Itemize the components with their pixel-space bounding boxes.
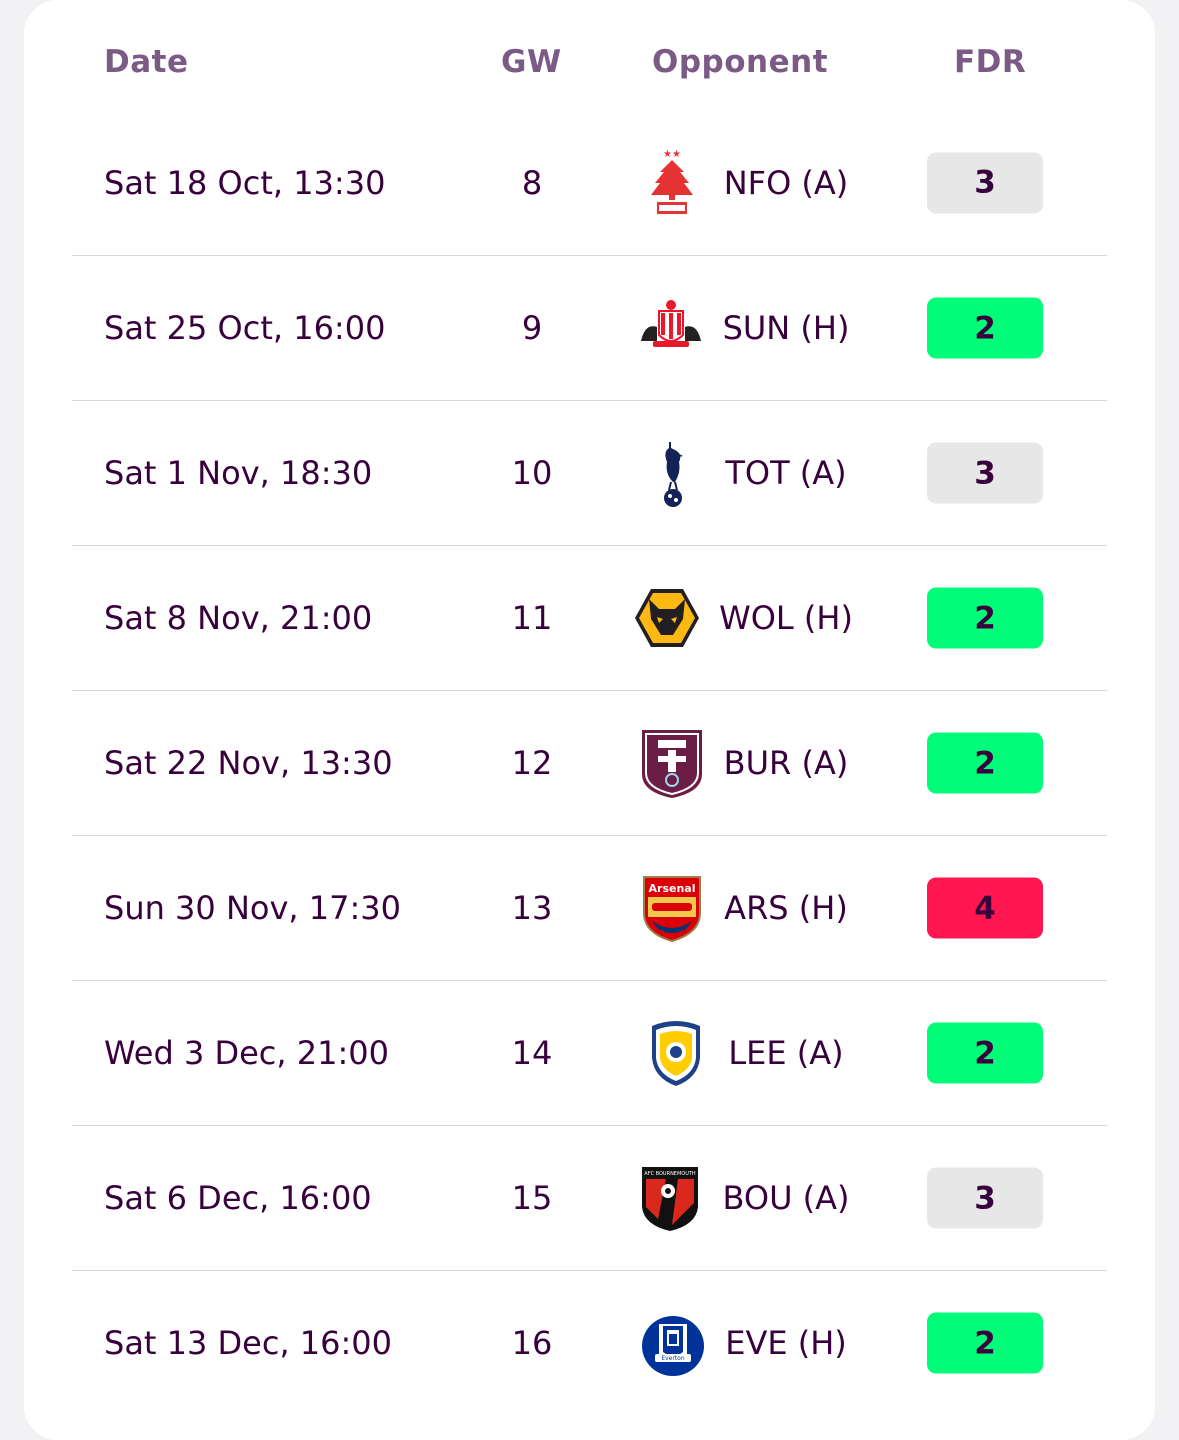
sunderland-crest-icon [637, 293, 705, 363]
table-row[interactable]: Sat 22 Nov, 13:30 12 BUR (A) 2 [72, 690, 1107, 835]
nottingham-forest-crest-icon: ★★ [638, 148, 706, 218]
fixture-date: Sat 6 Dec, 16:00 [104, 1179, 372, 1217]
fdr-badge: 2 [927, 732, 1043, 794]
fixture-gameweek: 15 [511, 1179, 553, 1217]
fixture-date: Sat 8 Nov, 21:00 [104, 599, 373, 637]
fixture-opponent: TOT (A) [628, 438, 858, 508]
svg-text:Arsenal: Arsenal [649, 882, 696, 895]
header-date: Date [104, 44, 189, 80]
fixture-gameweek: 14 [511, 1034, 553, 1072]
fixture-opponent: Arsenal ARS (H) [628, 873, 858, 943]
everton-crest-icon: Everton [639, 1308, 707, 1378]
fixture-date: Sun 30 Nov, 17:30 [104, 889, 401, 927]
bournemouth-crest-icon: AFC BOURNEMOUTH [636, 1163, 704, 1233]
table-row[interactable]: Wed 3 Dec, 21:00 14 LEE (A) 2 [72, 980, 1107, 1125]
fixture-opponent: AFC BOURNEMOUTH BOU (A) [628, 1163, 858, 1233]
fixture-gameweek: 8 [521, 163, 543, 202]
opponent-label: ARS (H) [724, 889, 848, 927]
table-header: Date GW Opponent FDR [72, 0, 1107, 110]
opponent-label: WOL (H) [719, 599, 853, 637]
fdr-badge: 2 [927, 1022, 1043, 1084]
fixture-opponent: LEE (A) [628, 1018, 858, 1088]
header-gw: GW [501, 44, 562, 80]
fixtures-card: Date GW Opponent FDR Sat 18 Oct, 13:30 8 ★… [24, 0, 1155, 1440]
fixture-gameweek: 13 [511, 889, 553, 927]
fdr-badge: 2 [927, 297, 1043, 359]
opponent-label: BUR (A) [723, 744, 849, 782]
fdr-badge: 3 [927, 152, 1043, 213]
fixture-date: Wed 3 Dec, 21:00 [104, 1034, 389, 1072]
table-row[interactable]: Sun 30 Nov, 17:30 13 Arsenal ARS (H) 4 [72, 835, 1107, 980]
fixture-opponent: Everton EVE (H) [628, 1308, 858, 1378]
fixture-gameweek: 12 [511, 744, 553, 782]
fixture-opponent: SUN (H) [628, 293, 858, 363]
header-fdr: FDR [954, 44, 1027, 80]
fixture-gameweek: 16 [511, 1324, 553, 1362]
arsenal-crest-icon: Arsenal [638, 873, 706, 943]
fixture-date: Sat 1 Nov, 18:30 [104, 454, 373, 492]
fixture-opponent: WOL (H) [628, 583, 858, 653]
opponent-label: TOT (A) [725, 454, 847, 492]
table-row[interactable]: Sat 18 Oct, 13:30 8 ★★ NFO (A) 3 [72, 110, 1107, 255]
fixture-gameweek: 9 [521, 309, 543, 347]
burnley-crest-icon [638, 728, 706, 798]
table-row[interactable]: Sat 25 Oct, 16:00 9 SUN (H) 2 [72, 255, 1107, 400]
table-row[interactable]: Sat 6 Dec, 16:00 15 AFC BOURNEMOUTH BOU (A)… [72, 1125, 1107, 1270]
fixtures-table: Date GW Opponent FDR Sat 18 Oct, 13:30 8 ★… [72, 0, 1107, 1415]
header-opponent: Opponent [652, 44, 829, 80]
opponent-label: NFO (A) [723, 163, 849, 202]
fixture-date: Sat 18 Oct, 13:30 [104, 163, 386, 202]
fixture-opponent: BUR (A) [628, 728, 858, 798]
fixture-rows: Sat 18 Oct, 13:30 8 ★★ NFO (A) 3 Sat 25 Oct, … [72, 110, 1107, 1415]
fdr-badge: 2 [927, 587, 1043, 649]
fdr-badge: 2 [927, 1312, 1043, 1374]
tottenham-crest-icon [639, 438, 707, 508]
table-row[interactable]: Sat 1 Nov, 18:30 10 TOT (A) 3 [72, 400, 1107, 545]
table-row[interactable]: Sat 8 Nov, 21:00 11 WOL (H) 2 [72, 545, 1107, 690]
svg-text:AFC BOURNEMOUTH: AFC BOURNEMOUTH [645, 1171, 697, 1177]
opponent-label: EVE (H) [725, 1324, 847, 1362]
fixture-date: Sat 13 Dec, 16:00 [104, 1324, 393, 1362]
svg-text:Everton: Everton [662, 1355, 686, 1362]
wolves-crest-icon [633, 583, 701, 653]
opponent-label: BOU (A) [722, 1179, 850, 1217]
fixture-date: Sat 25 Oct, 16:00 [104, 309, 386, 347]
fixture-opponent: ★★ NFO (A) [628, 148, 858, 218]
leeds-crest-icon [642, 1018, 710, 1088]
opponent-label: SUN (H) [722, 309, 850, 347]
fixture-date: Sat 22 Nov, 13:30 [104, 744, 393, 782]
fdr-badge: 4 [927, 877, 1043, 939]
fdr-badge: 3 [927, 1167, 1043, 1229]
fixture-gameweek: 10 [511, 454, 553, 492]
fixture-gameweek: 11 [511, 599, 553, 637]
table-row[interactable]: Sat 13 Dec, 16:00 16 Everton EVE (H) 2 [72, 1270, 1107, 1415]
opponent-label: LEE (A) [728, 1034, 844, 1072]
svg-text:★★: ★★ [663, 149, 681, 160]
fdr-badge: 3 [927, 442, 1043, 504]
